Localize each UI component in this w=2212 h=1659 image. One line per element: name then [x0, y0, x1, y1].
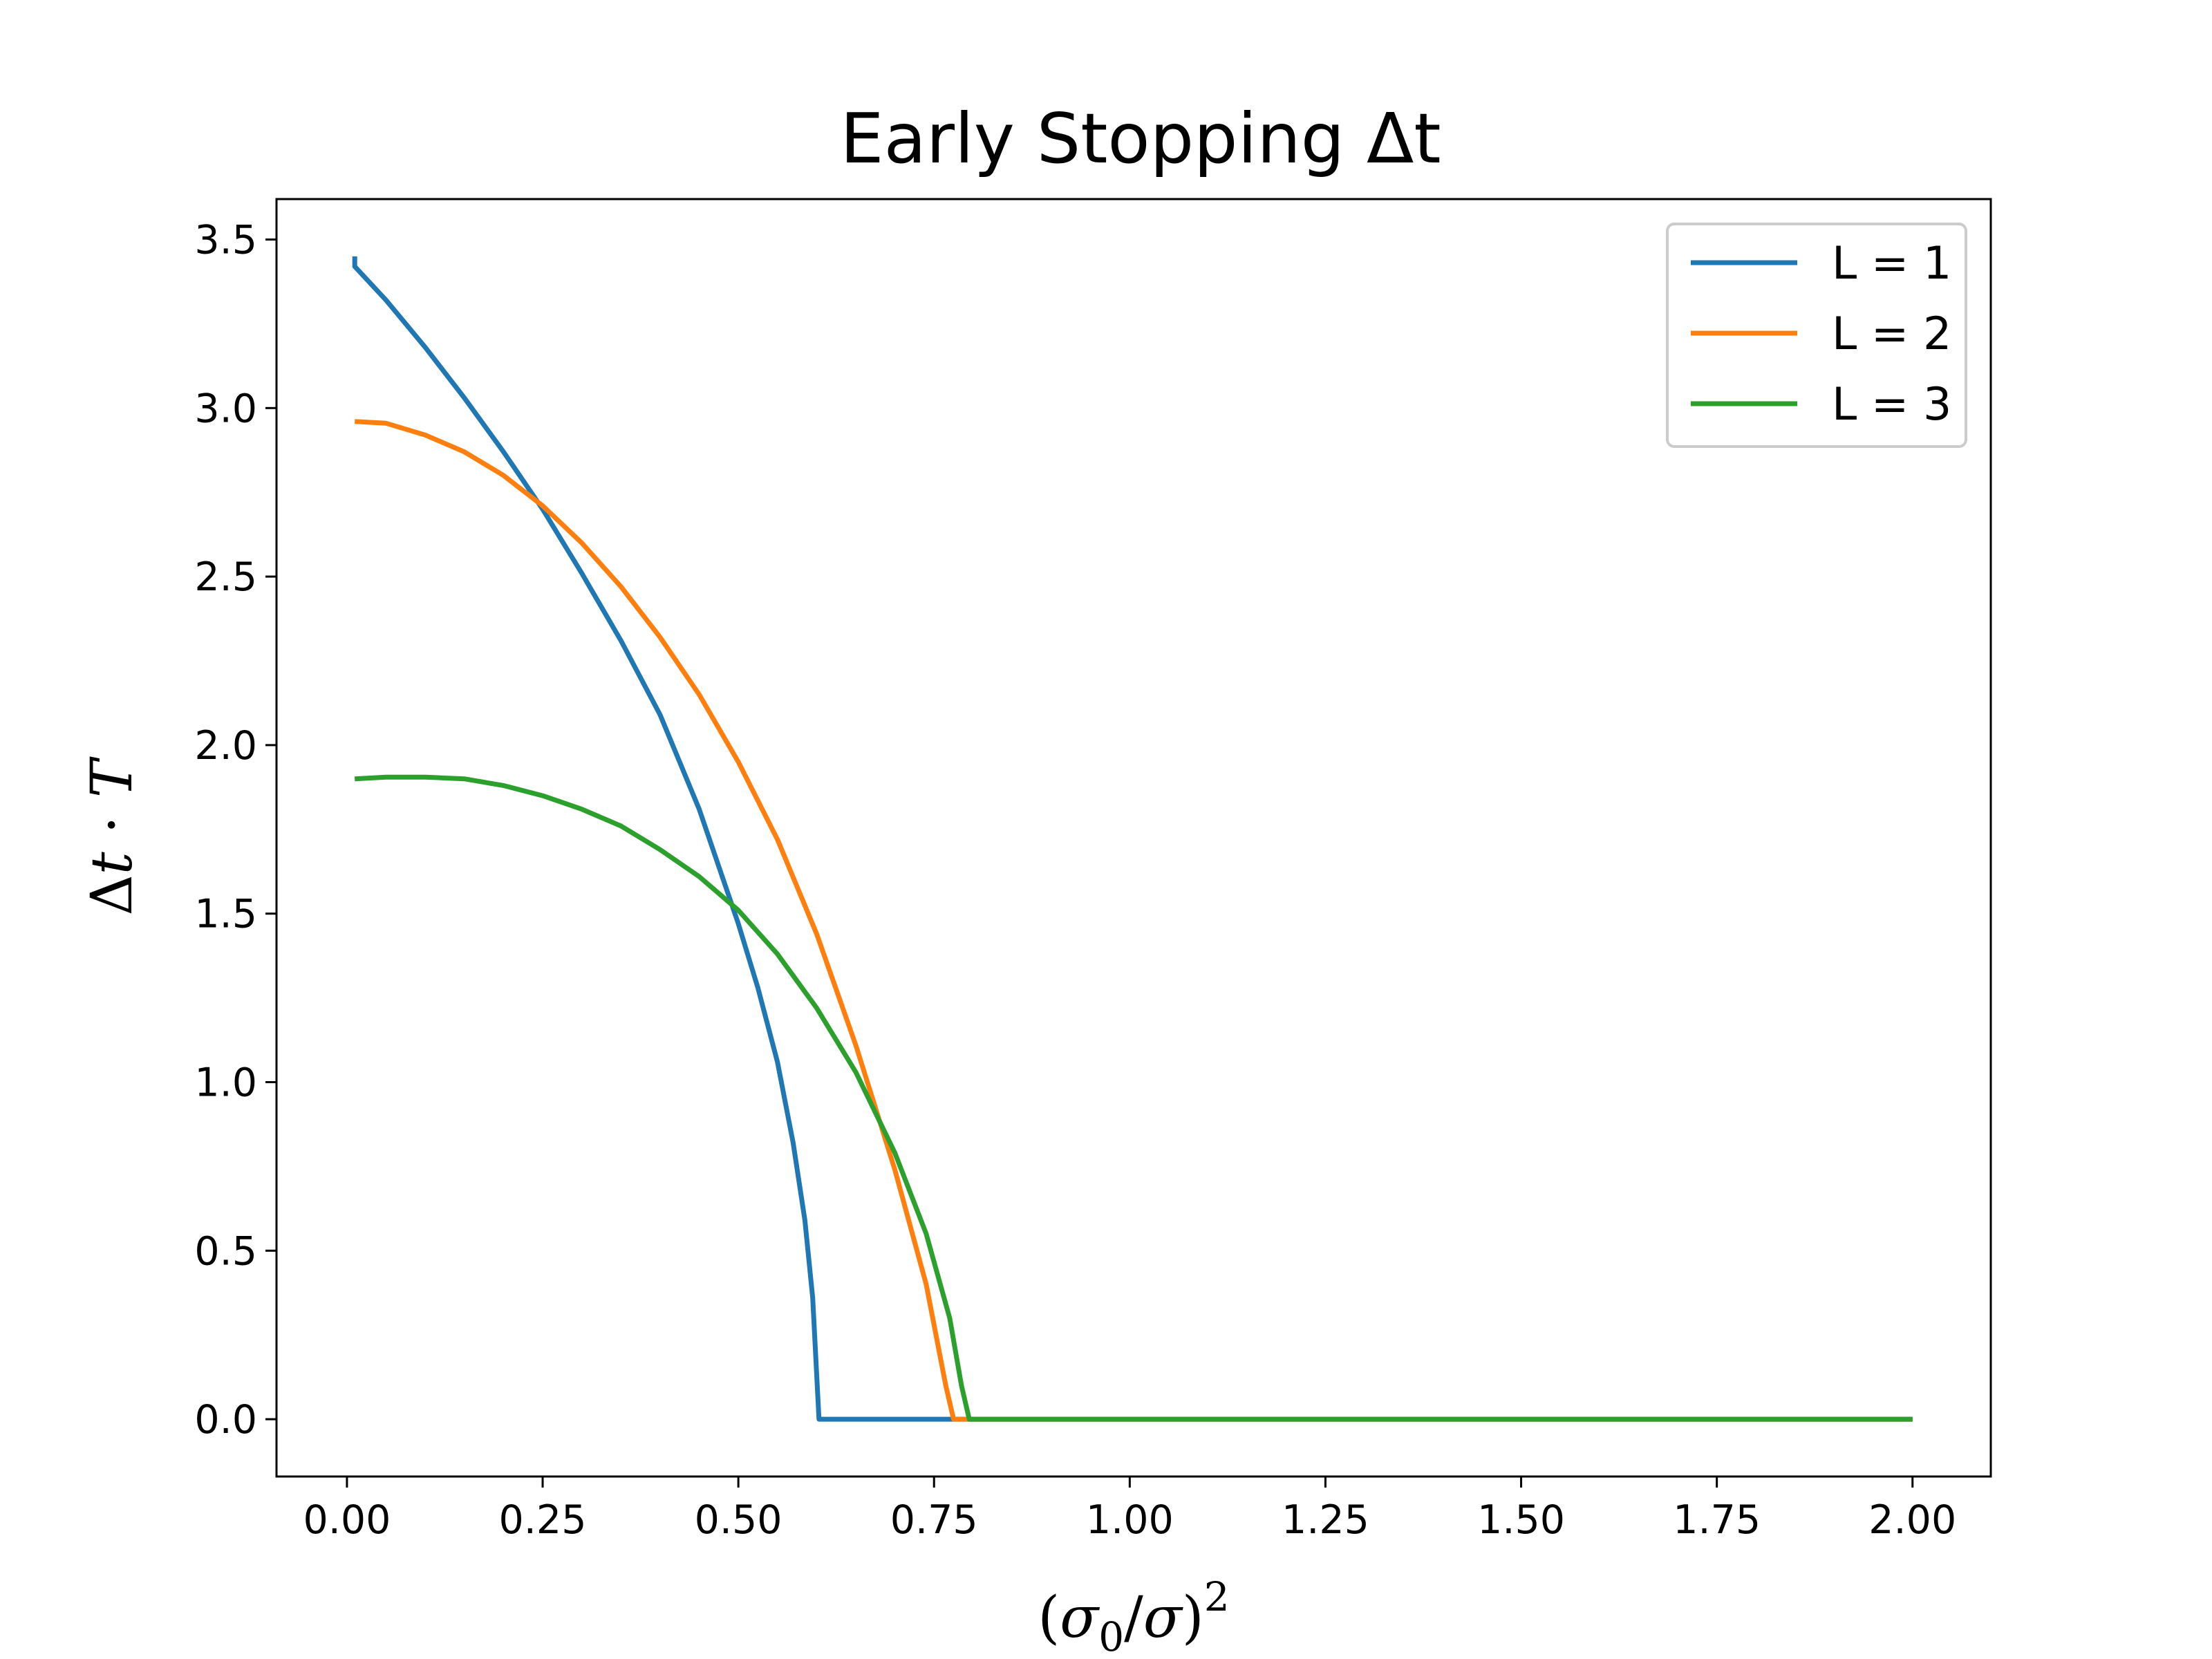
x-tick-label: 0.00 — [303, 1497, 391, 1543]
series-line-l3 — [355, 774, 1913, 1422]
x-tick-label: 1.75 — [1673, 1497, 1761, 1543]
legend: L = 1 L = 2 L = 3 — [1666, 223, 1967, 448]
x-axis-label: (σ0/σ)2 — [1038, 1573, 1229, 1659]
y-tick-label: 0.0 — [194, 1397, 257, 1443]
y-tick-label: 1.5 — [194, 892, 257, 937]
y-tick-label: 2.0 — [194, 723, 257, 769]
x-tick-label: 0.75 — [890, 1497, 978, 1543]
y-tick-label: 2.5 — [194, 554, 257, 600]
series-line-l1 — [352, 256, 1913, 1422]
legend-label-l1: L = 1 — [1832, 238, 1951, 290]
y-axis-label: Δt · T — [79, 756, 145, 915]
legend-label-l3: L = 3 — [1832, 379, 1951, 431]
x-tick-label: 1.25 — [1282, 1497, 1369, 1543]
x-tick-label: 1.50 — [1477, 1497, 1565, 1543]
x-tick-label: 0.50 — [695, 1497, 782, 1543]
y-tick-label: 1.0 — [194, 1060, 257, 1106]
x-tick-label: 1.00 — [1086, 1497, 1174, 1543]
series-lines — [352, 256, 1913, 1422]
x-tick-label: 2.00 — [1868, 1497, 1956, 1543]
legend-frame — [1666, 223, 1967, 448]
x-axis: 0.00 0.25 0.50 0.75 1.00 1.25 1.50 1.75 2.00 — [303, 1477, 1956, 1543]
plot-area-frame — [275, 198, 1992, 1478]
legend-label-l2: L = 2 — [1832, 308, 1951, 360]
chart-title: Early Stopping Δt — [840, 98, 1441, 179]
y-tick-label: 3.5 — [194, 218, 257, 263]
y-tick-label: 3.0 — [194, 386, 257, 431]
x-tick-label: 0.25 — [499, 1497, 587, 1543]
y-tick-label: 0.5 — [194, 1228, 257, 1274]
y-axis: 0.0 0.5 1.0 1.5 2.0 2.5 3.0 3.5 — [194, 218, 276, 1443]
series-line-l2 — [355, 419, 1913, 1422]
